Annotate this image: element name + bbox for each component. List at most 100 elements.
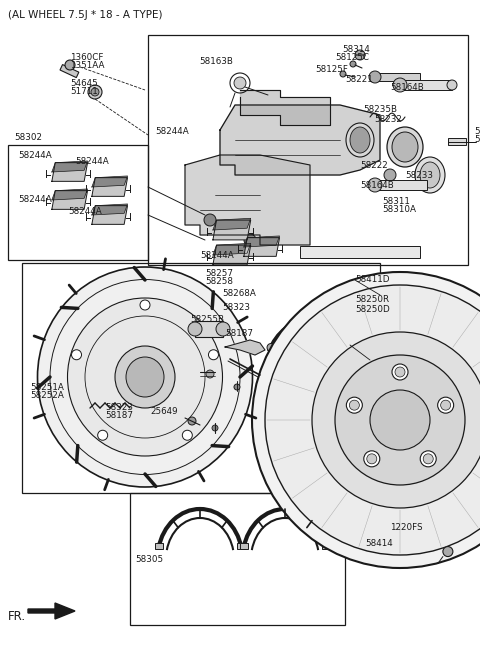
Text: 58187: 58187 (105, 411, 133, 421)
Text: 58258: 58258 (205, 278, 233, 286)
Polygon shape (92, 206, 128, 225)
Text: 58244A: 58244A (155, 126, 189, 136)
Circle shape (208, 350, 218, 360)
Circle shape (206, 370, 214, 378)
Polygon shape (213, 218, 251, 230)
Polygon shape (244, 238, 279, 256)
Text: (AL WHEEL 7.5J * 18 - A TYPE): (AL WHEEL 7.5J * 18 - A TYPE) (8, 10, 163, 20)
Polygon shape (244, 236, 279, 247)
Bar (148, 35, 468, 265)
Ellipse shape (392, 132, 418, 162)
Ellipse shape (387, 127, 423, 167)
Circle shape (370, 390, 430, 450)
Circle shape (345, 398, 353, 407)
Bar (195, 321, 223, 337)
Text: 58210A: 58210A (474, 136, 480, 145)
Text: 58163B: 58163B (199, 58, 233, 67)
Bar (375, 73, 420, 81)
Text: 58244A: 58244A (75, 157, 109, 166)
Text: 58252A: 58252A (30, 392, 64, 400)
Polygon shape (185, 155, 310, 245)
Text: FR.: FR. (8, 610, 26, 624)
Text: 58302: 58302 (14, 132, 42, 141)
Polygon shape (52, 161, 87, 172)
Text: 58251A: 58251A (30, 383, 64, 392)
Bar (156, 543, 163, 549)
Text: 58125F: 58125F (315, 66, 348, 75)
Circle shape (252, 272, 480, 568)
Polygon shape (28, 603, 75, 619)
Polygon shape (52, 189, 87, 200)
Circle shape (188, 322, 202, 336)
Text: 58411D: 58411D (355, 276, 389, 284)
Circle shape (349, 400, 360, 410)
Polygon shape (240, 90, 330, 125)
Bar (400, 80, 452, 90)
Text: 58250R: 58250R (355, 295, 389, 305)
Circle shape (347, 397, 362, 413)
Polygon shape (92, 204, 128, 215)
Circle shape (212, 425, 218, 431)
Text: 1220FS: 1220FS (390, 523, 422, 531)
Circle shape (345, 343, 353, 352)
Circle shape (72, 350, 82, 360)
Text: 58232: 58232 (374, 115, 402, 124)
Bar (240, 543, 249, 549)
Circle shape (395, 367, 405, 377)
Circle shape (244, 234, 256, 246)
Polygon shape (52, 191, 87, 210)
Ellipse shape (420, 162, 440, 188)
Text: 25649: 25649 (150, 407, 178, 417)
Text: 1351AA: 1351AA (70, 62, 105, 71)
Circle shape (441, 400, 451, 410)
Circle shape (335, 355, 465, 485)
Text: 58235B: 58235B (363, 105, 397, 113)
Bar (300, 246, 420, 258)
Polygon shape (92, 176, 128, 187)
Text: 58305: 58305 (135, 555, 163, 565)
Text: 58164B: 58164B (390, 83, 424, 92)
Circle shape (340, 71, 346, 77)
Text: 58244A: 58244A (200, 250, 234, 259)
Circle shape (350, 61, 356, 67)
Circle shape (91, 88, 99, 96)
Text: 58164B: 58164B (360, 181, 394, 189)
Bar (130, 493, 345, 625)
Polygon shape (213, 245, 251, 265)
Text: 58250D: 58250D (355, 305, 390, 314)
Circle shape (364, 451, 380, 467)
Circle shape (423, 454, 433, 464)
Circle shape (312, 332, 480, 508)
Circle shape (97, 430, 108, 440)
Circle shape (140, 300, 150, 310)
Text: 58125C: 58125C (335, 54, 369, 62)
Text: 58323: 58323 (222, 303, 250, 312)
Bar (322, 543, 330, 549)
Ellipse shape (126, 357, 164, 397)
Text: 58233: 58233 (405, 170, 433, 179)
Polygon shape (225, 340, 265, 355)
Circle shape (420, 451, 436, 467)
Bar (60, 65, 79, 77)
Text: 58311: 58311 (382, 196, 410, 206)
Text: 58323: 58323 (105, 403, 133, 411)
Polygon shape (220, 105, 380, 175)
Circle shape (88, 85, 102, 99)
Text: 58244A: 58244A (18, 195, 52, 204)
Ellipse shape (350, 127, 370, 153)
Circle shape (443, 546, 453, 557)
Text: 58222: 58222 (360, 160, 388, 170)
Text: 58314: 58314 (342, 45, 370, 54)
Bar (22, 263, 380, 493)
Circle shape (392, 364, 408, 380)
Text: 58221: 58221 (345, 75, 373, 84)
Circle shape (234, 384, 240, 390)
Text: 54645: 54645 (70, 79, 98, 88)
Circle shape (447, 80, 457, 90)
Text: 58257: 58257 (205, 269, 233, 278)
Text: 58244A: 58244A (18, 151, 52, 160)
Text: 58187: 58187 (225, 329, 253, 337)
Ellipse shape (68, 298, 223, 456)
Circle shape (204, 214, 216, 226)
Circle shape (369, 71, 381, 83)
